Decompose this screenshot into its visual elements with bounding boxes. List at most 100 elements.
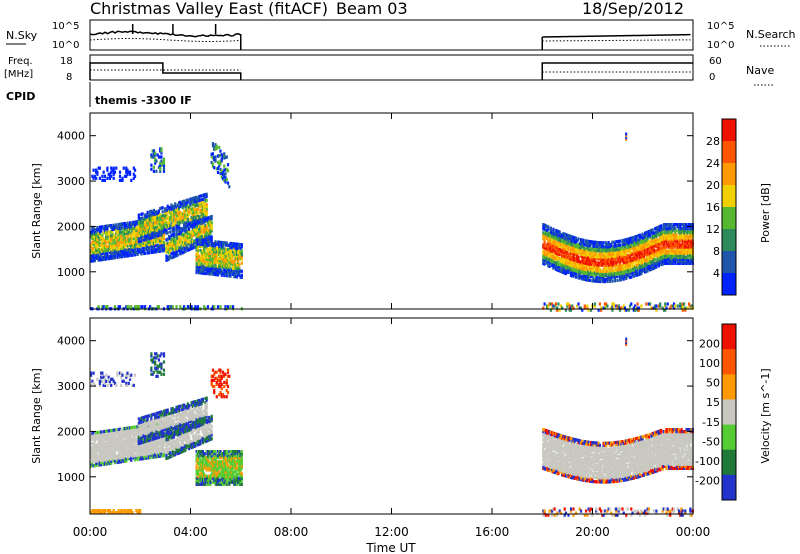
heatmap-cell (189, 201, 192, 205)
heatmap-cell (600, 241, 603, 245)
heatmap-cell (558, 246, 561, 251)
heatmap-cell (214, 240, 217, 244)
heatmap-cell (130, 430, 133, 434)
heatmap-cell (553, 246, 556, 250)
heatmap-cell (145, 215, 148, 219)
heatmap-cell (204, 236, 207, 240)
heatmap-cell (568, 306, 571, 310)
heatmap-cell (233, 268, 236, 273)
heatmap-cell (598, 253, 601, 257)
heatmap-cell (224, 263, 227, 268)
heatmap-cell (149, 226, 152, 230)
heatmap-cell (684, 306, 687, 310)
heatmap-cell (135, 250, 138, 255)
heatmap-cell (121, 226, 124, 230)
heatmap-cell (611, 267, 614, 271)
heatmap-cell (106, 443, 109, 448)
heatmap-cell (659, 237, 662, 241)
heatmap-cell (130, 253, 133, 257)
heatmap-cell (146, 229, 149, 233)
heatmap-cell (578, 243, 581, 248)
heatmap-cell (635, 237, 638, 241)
heatmap-cell (95, 246, 98, 250)
heatmap-cell (160, 245, 163, 249)
heatmap-cell (93, 240, 96, 244)
heatmap-cell (126, 305, 129, 309)
heatmap-cell (687, 247, 691, 251)
heatmap-cell (587, 276, 590, 280)
heatmap-cell (544, 236, 547, 240)
heatmap-cell (147, 216, 150, 220)
heatmap-cell (622, 244, 625, 249)
heatmap-cell (162, 232, 166, 236)
heatmap-cell (196, 207, 199, 211)
heatmap-cell (628, 241, 632, 245)
heatmap-cell (625, 260, 628, 264)
heatmap-cell (166, 305, 169, 309)
heatmap-cell (120, 253, 123, 257)
heatmap-cell (588, 240, 591, 244)
heatmap-cell (171, 225, 174, 229)
heatmap-cell (147, 222, 150, 226)
heatmap-cell (579, 248, 583, 252)
heatmap-cell (128, 434, 132, 438)
heatmap-cell (127, 231, 130, 235)
heatmap-cell (682, 229, 686, 233)
heatmap-cell (203, 251, 206, 255)
heatmap-cell (549, 246, 552, 251)
heatmap-cell (101, 444, 104, 448)
heatmap-cell (660, 252, 663, 256)
heatmap-cell (142, 241, 145, 245)
heatmap-cell (101, 305, 104, 309)
heatmap-cell (196, 233, 199, 237)
heatmap-cell (125, 252, 128, 256)
heatmap-cell (552, 239, 555, 244)
heatmap-cell (128, 249, 132, 254)
heatmap-cell (110, 455, 113, 459)
heatmap-cell (593, 242, 596, 246)
heatmap-cell (100, 251, 103, 256)
heatmap-cell (684, 247, 687, 251)
heatmap-cell (654, 237, 657, 241)
heatmap-cell (157, 231, 161, 236)
heatmap-cell (102, 446, 105, 450)
heatmap-cell (595, 251, 598, 255)
heatmap-cell (152, 225, 156, 230)
heatmap-cell (672, 227, 676, 231)
heatmap-cell (201, 259, 205, 263)
heatmap-cell (122, 431, 125, 435)
heatmap-cell (574, 269, 578, 273)
heatmap-cell (220, 255, 223, 259)
heatmap-cell (184, 203, 187, 207)
heatmap-cell (90, 460, 93, 464)
heatmap-cell (561, 237, 564, 241)
heatmap-cell (152, 165, 156, 169)
heatmap-cell (681, 239, 684, 243)
heatmap-cell (157, 233, 161, 238)
heatmap-cell (123, 459, 127, 463)
heatmap-cell (671, 249, 674, 253)
heatmap-cell (117, 431, 120, 436)
heatmap-cell (102, 456, 105, 460)
heatmap-cell (589, 266, 593, 270)
heatmap-cell (103, 249, 107, 253)
heatmap-cell (130, 178, 133, 182)
heatmap-cell (618, 270, 622, 274)
heatmap-cell (608, 242, 612, 247)
heatmap-cell (610, 242, 613, 247)
heatmap-cell (651, 234, 654, 238)
heatmap-cell (169, 254, 172, 259)
heatmap-cell (684, 259, 687, 263)
heatmap-cell (561, 264, 564, 268)
heatmap-cell (128, 225, 132, 229)
heatmap-cell (97, 252, 100, 256)
heatmap-cell (157, 243, 161, 247)
heatmap-cell (130, 428, 133, 432)
heatmap-cell (670, 235, 673, 239)
heatmap-cell (130, 446, 133, 450)
heatmap-cell (92, 228, 95, 232)
heatmap-cell (193, 208, 196, 212)
heatmap-cell (200, 235, 203, 240)
heatmap-cell (203, 265, 206, 269)
heatmap-cell (126, 248, 129, 252)
